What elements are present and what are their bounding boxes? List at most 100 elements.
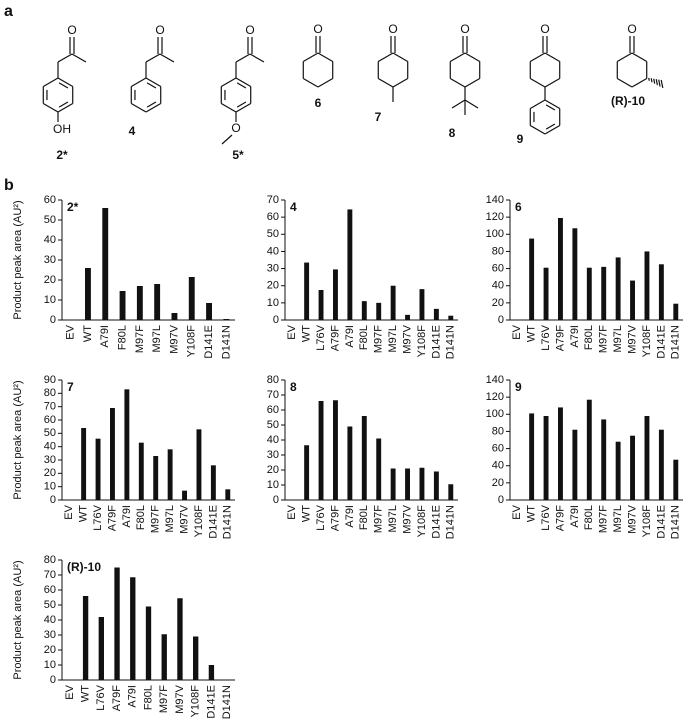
bar	[543, 267, 549, 320]
bond	[235, 53, 251, 63]
x-tick-label: M97F	[373, 505, 385, 533]
bar	[136, 286, 143, 320]
x-tick-label: Y108F	[193, 505, 205, 538]
bar	[110, 408, 115, 500]
x-tick-label: Y108F	[641, 325, 653, 358]
chart-label: (R)-10	[67, 560, 101, 574]
bar	[182, 490, 187, 500]
bond	[130, 77, 147, 88]
y-tick-label: 80	[267, 374, 279, 386]
y-tick-label: 0	[498, 314, 504, 326]
bar	[171, 313, 178, 320]
bar	[644, 416, 650, 500]
x-tick-label: D141E	[205, 685, 217, 719]
x-tick-label: EV	[64, 684, 76, 699]
x-tick-label: L76V	[92, 504, 104, 530]
bond	[392, 52, 409, 63]
bond	[449, 52, 466, 63]
y-tick-label: 10	[267, 297, 279, 309]
y-tick-label: 60	[492, 262, 504, 274]
x-tick-label: M97L	[387, 325, 399, 353]
x-tick-label: M97L	[612, 505, 624, 533]
bar	[529, 238, 535, 320]
x-tick-label: A79I	[569, 505, 581, 528]
bar	[333, 400, 338, 500]
y-tick-label: 50	[44, 599, 56, 611]
y-tick-label: 20	[492, 297, 504, 309]
bond	[377, 52, 394, 63]
y-tick-label: 70	[44, 569, 56, 581]
x-tick-label: D141E	[207, 505, 219, 539]
x-tick-label: L76V	[315, 504, 327, 530]
bar	[193, 636, 199, 680]
x-tick-label: M97V	[401, 504, 413, 533]
y-tick-label: 100	[486, 408, 504, 420]
y-tick-label: 120	[486, 211, 504, 223]
bar	[223, 319, 230, 320]
x-tick-label: WT	[301, 325, 313, 342]
bond	[58, 101, 69, 108]
x-tick-label: A79F	[329, 325, 341, 352]
atom: O	[388, 22, 397, 36]
x-tick-label: A79F	[554, 505, 566, 532]
bond	[660, 79, 664, 89]
x-tick-label: M97V	[178, 504, 190, 533]
bar	[361, 416, 367, 500]
x-tick-label: Y108F	[416, 325, 428, 358]
atom: O	[627, 22, 636, 36]
x-tick-label: A79I	[121, 505, 133, 528]
bar	[586, 267, 592, 320]
y-tick-label: 80	[492, 425, 504, 437]
bar	[630, 280, 635, 320]
chart-label: 9	[515, 380, 522, 394]
bond	[236, 101, 247, 108]
bar	[161, 634, 167, 680]
y-tick-label: 60	[44, 414, 56, 426]
x-tick-label: D141E	[430, 505, 442, 539]
y-tick-label: 30	[267, 449, 279, 461]
y-tick-label: 10	[267, 479, 279, 491]
y-tick-label: 50	[267, 228, 279, 240]
x-tick-label: M97F	[158, 685, 170, 713]
x-tick-label: F80L	[583, 325, 595, 350]
y-tick-label: 0	[273, 314, 279, 326]
x-tick-label: A79F	[329, 505, 341, 532]
bond	[616, 77, 633, 88]
x-tick-label: EV	[511, 324, 523, 339]
x-tick-label: M97V	[174, 684, 186, 713]
x-tick-label: M97F	[150, 505, 162, 533]
x-tick-label: Y108F	[186, 325, 198, 358]
y-tick-label: 40	[492, 280, 504, 292]
bond	[377, 77, 394, 88]
y-tick-label: 10	[44, 481, 56, 493]
y-tick-label: 40	[44, 234, 56, 246]
y-tick-label: 120	[486, 391, 504, 403]
x-tick-label: WT	[79, 685, 91, 702]
bond	[42, 102, 59, 113]
bond	[58, 82, 69, 89]
bar	[188, 277, 195, 320]
y-tick-label: 30	[44, 254, 56, 266]
x-tick-label: M97F	[134, 325, 146, 353]
x-tick-label: EV	[286, 504, 298, 519]
bar	[390, 285, 396, 320]
bar	[347, 426, 353, 500]
bar	[210, 465, 216, 500]
bar	[644, 251, 650, 320]
bond	[235, 77, 252, 88]
x-tick-label: EV	[65, 324, 77, 339]
bar	[145, 606, 152, 680]
x-tick-label: D141N	[445, 325, 457, 359]
x-tick-label: F80L	[583, 505, 595, 530]
y-tick-label: 40	[492, 460, 504, 472]
bond	[464, 77, 481, 88]
chart-label: 4	[290, 200, 297, 214]
bond	[658, 79, 661, 87]
x-tick-label: F80L	[142, 685, 154, 710]
bond	[529, 52, 546, 63]
x-tick-label: Y108F	[641, 505, 653, 538]
bar	[658, 264, 664, 320]
y-tick-label: 140	[486, 374, 504, 386]
bar	[154, 284, 161, 320]
